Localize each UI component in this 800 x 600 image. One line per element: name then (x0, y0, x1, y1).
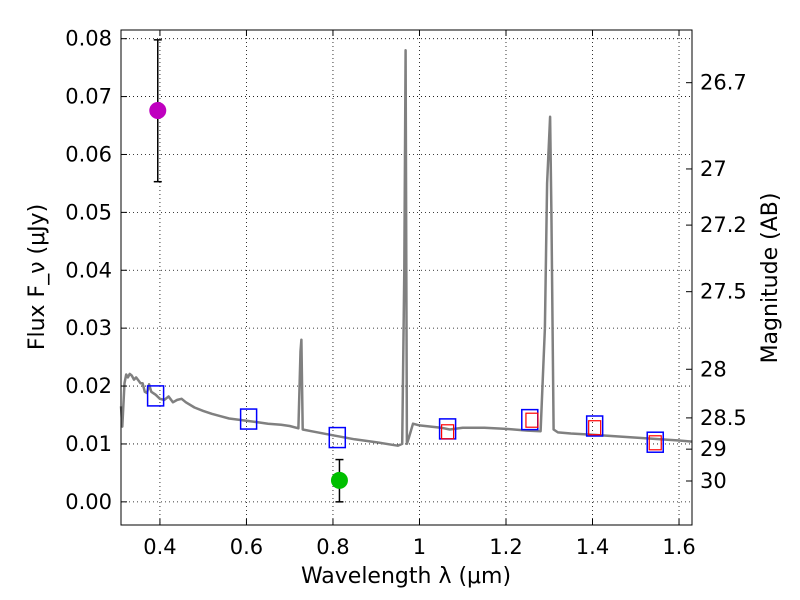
y2-tick-label: 26.7 (700, 71, 747, 95)
y2-tick-label: 27 (700, 157, 727, 181)
plot-area (119, 39, 693, 503)
x-axis-label: Wavelength λ (μm) (301, 564, 511, 589)
y-tick-label: 0.08 (65, 27, 112, 51)
model-photometry-square (328, 426, 347, 449)
y2-tick-label: 27.2 (700, 213, 747, 237)
y-axis-label: Flux F_ν (μJy) (25, 204, 50, 350)
observed-square (525, 412, 539, 428)
y-tick-label: 0.03 (65, 316, 112, 340)
x-tick-label: 0.4 (143, 535, 176, 559)
x-tick-label: 1.2 (489, 535, 522, 559)
y-axis-left: 0.00 0.01 0.02 0.03 0.04 0.05 0.06 0.07 0.08 (65, 27, 127, 514)
y-tick-label: 0.02 (65, 374, 112, 398)
grid-lines (121, 30, 692, 525)
sed-model-line (119, 49, 693, 447)
model-photometry-square (646, 431, 664, 453)
x-axis: 0.4 0.6 0.8 1 1.2 1.4 1.6 (143, 30, 696, 559)
y-tick-label: 0.06 (65, 142, 112, 166)
axes-frame (120, 29, 693, 526)
observed-point (149, 101, 167, 119)
x-tick-label: 0.8 (316, 535, 349, 559)
y-tick-label: 0.01 (65, 432, 112, 456)
observed-square (588, 420, 602, 436)
x-tick-label: 1.4 (576, 535, 609, 559)
model-photometry-square (239, 408, 258, 430)
x-tick-label: 0.6 (230, 535, 263, 559)
y2-axis-label: Magnitude (AB) (758, 193, 783, 364)
model-photometry-square (146, 385, 165, 407)
y2-tick-label: 30 (700, 469, 727, 493)
y2-tick-label: 29 (700, 437, 727, 461)
y-tick-label: 0.07 (65, 85, 112, 109)
y-tick-label: 0.04 (65, 258, 112, 282)
y-tick-label: 0.00 (65, 490, 112, 514)
y2-tick-label: 28 (700, 357, 727, 381)
y2-tick-label: 27.5 (700, 280, 747, 304)
y-axis-right: 26.7 27 27.2 27.5 28 28.5 29 30 (686, 71, 747, 493)
x-tick-label: 1 (413, 535, 426, 559)
observed-square (440, 424, 455, 440)
observed-point (330, 471, 348, 489)
y-tick-label: 0.05 (65, 200, 112, 224)
x-tick-label: 1.6 (662, 535, 695, 559)
y2-tick-label: 28.5 (700, 406, 747, 430)
model-photometry-square (585, 415, 604, 437)
observed-square (648, 435, 662, 451)
